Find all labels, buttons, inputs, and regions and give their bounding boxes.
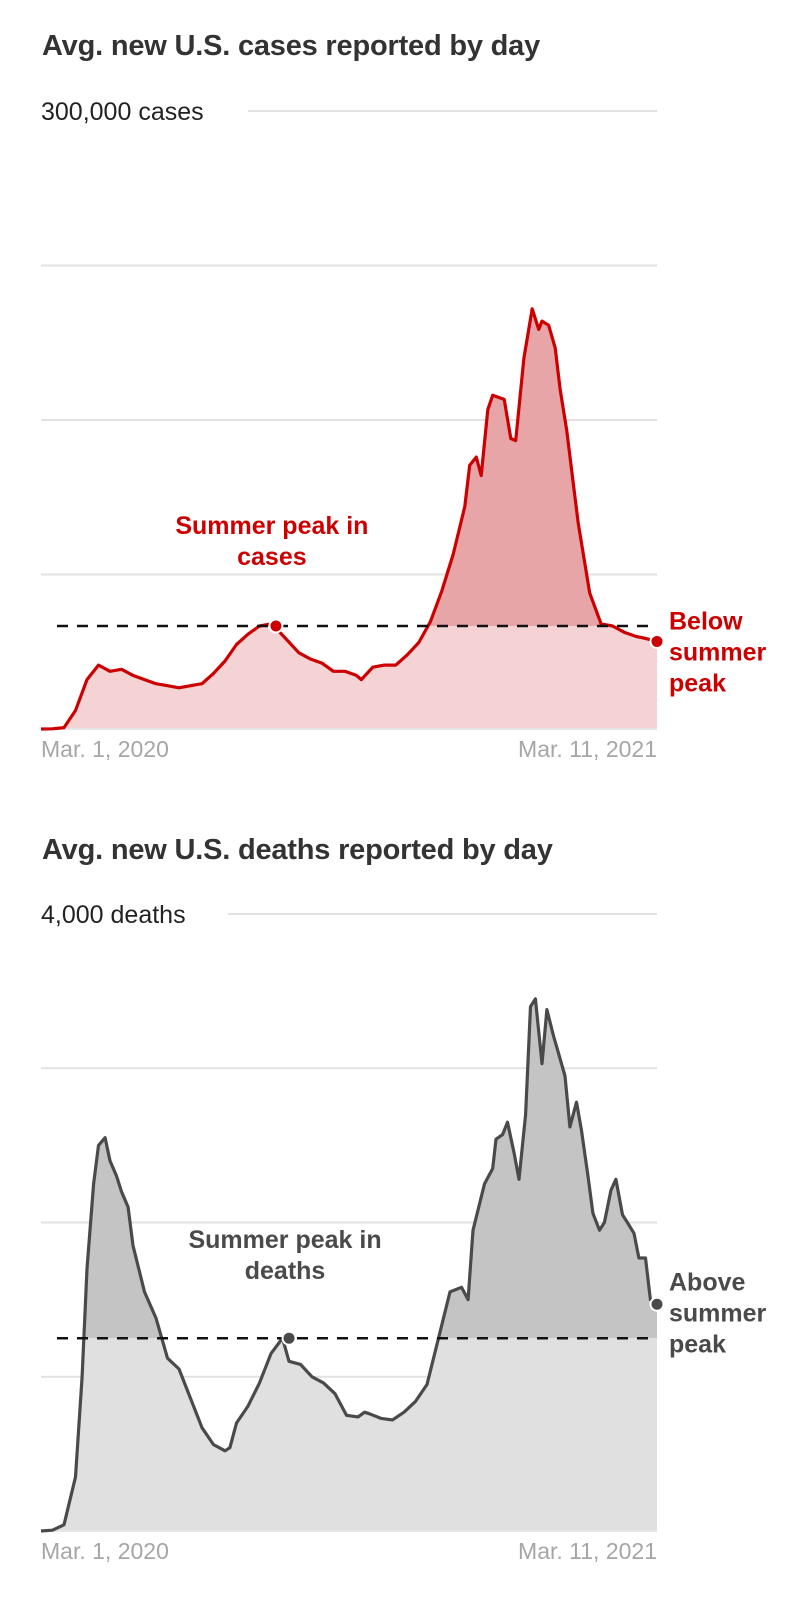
chart-title-cases: Avg. new U.S. cases reported by day xyxy=(42,30,540,62)
annotation-marker xyxy=(281,1330,297,1346)
area-below-reference xyxy=(41,1338,657,1531)
annotation-label: Summer peak in xyxy=(188,1226,381,1254)
annotation-marker xyxy=(649,633,665,649)
area-above-reference xyxy=(259,308,613,626)
area-above-reference xyxy=(83,998,657,1339)
annotation-label: deaths xyxy=(245,1257,326,1285)
annotation-label: cases xyxy=(237,543,307,571)
annotation-label: peak xyxy=(669,669,726,697)
cases-chart: 300,000 cases Summer peak in cases Below sum… xyxy=(40,98,767,762)
y-axis-top-label: 300,000 cases xyxy=(41,98,204,126)
y-axis-top-label: 4,000 deaths xyxy=(41,901,186,929)
annotation-label: Summer peak in xyxy=(175,512,368,540)
annotation-label: Above xyxy=(669,1268,746,1296)
annotation-label: summer xyxy=(669,638,767,666)
annotation-label: Below xyxy=(669,607,743,635)
x-tick-label-start: Mar. 1, 2020 xyxy=(41,1538,169,1564)
deaths-chart: 4,000 deaths Summer peak in deaths Above sum… xyxy=(40,901,767,1564)
series-line xyxy=(40,997,658,1533)
annotation-label: summer xyxy=(669,1299,767,1327)
x-tick-label-end: Mar. 11, 2021 xyxy=(518,1538,657,1564)
x-tick-label-start: Mar. 1, 2020 xyxy=(41,736,169,762)
area-below-reference xyxy=(41,626,657,729)
annotation-marker xyxy=(649,1296,665,1312)
chart-title-deaths: Avg. new U.S. deaths reported by day xyxy=(42,834,553,866)
x-tick-label-end: Mar. 11, 2021 xyxy=(518,736,657,762)
series-line xyxy=(40,307,658,731)
annotation-label: peak xyxy=(669,1330,726,1358)
annotation-marker xyxy=(268,618,284,634)
